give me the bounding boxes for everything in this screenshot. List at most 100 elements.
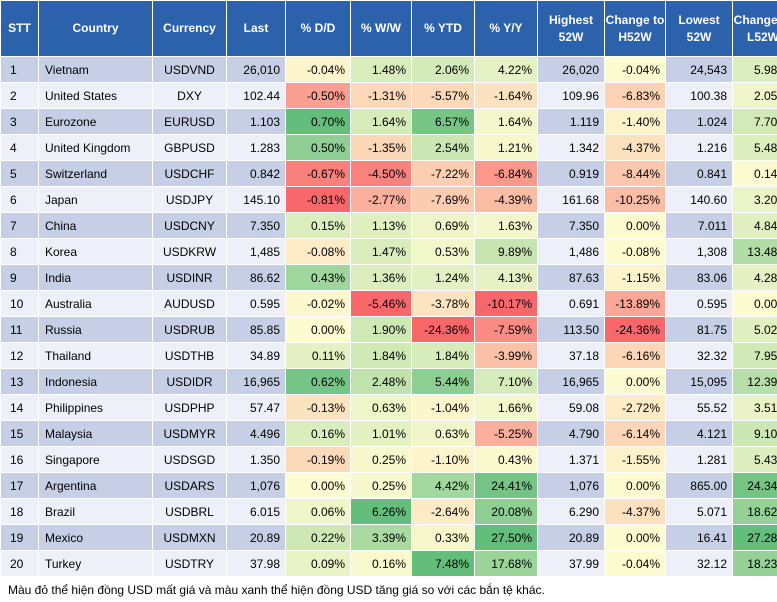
header-dd[interactable]: % D/D	[286, 1, 350, 56]
cell-change-h52w: -8.44%	[605, 161, 665, 186]
cell-high-52w: 59.08	[538, 395, 604, 420]
cell-high-52w: 1.119	[538, 109, 604, 134]
cell-change-l52w: 12.39%	[733, 369, 777, 394]
cell-currency: GBPUSD	[153, 135, 226, 160]
cell-yy: -6.84%	[475, 161, 537, 186]
cell-dd: 0.43%	[286, 265, 350, 290]
header-stt[interactable]: STT	[1, 1, 38, 56]
table-row: 8 Korea USDKRW 1,485 -0.08% 1.47% 0.53% 9.89% 1,…	[1, 239, 777, 264]
header-change-h52w[interactable]: Change to H52W	[605, 1, 665, 56]
cell-ytd: 0.53%	[412, 239, 474, 264]
cell-country: Philippines	[39, 395, 152, 420]
table-row: 10 Australia AUDUSD 0.595 -0.02% -5.46% -3.78%…	[1, 291, 777, 316]
header-yy[interactable]: % Y/Y	[475, 1, 537, 56]
cell-ytd: -2.64%	[412, 499, 474, 524]
cell-yy: -1.64%	[475, 83, 537, 108]
header-high-52w[interactable]: Highest 52W	[538, 1, 604, 56]
cell-stt: 2	[1, 83, 38, 108]
cell-change-l52w: 18.62%	[733, 499, 777, 524]
table-row: 4 United Kingdom GBPUSD 1.283 0.50% -1.35% 2.5…	[1, 135, 777, 160]
cell-last: 1.283	[227, 135, 285, 160]
cell-dd: -0.08%	[286, 239, 350, 264]
cell-yy: 1.21%	[475, 135, 537, 160]
cell-ytd: 1.24%	[412, 265, 474, 290]
cell-change-l52w: 5.48%	[733, 135, 777, 160]
cell-change-h52w: -24.36%	[605, 317, 665, 342]
cell-change-l52w: 24.34%	[733, 473, 777, 498]
cell-change-l52w: 27.28%	[733, 525, 777, 550]
table-row: 1 Vietnam USDVND 26,010 -0.04% 1.48% 2.06% 4.22…	[1, 57, 777, 82]
cell-yy: -7.59%	[475, 317, 537, 342]
cell-stt: 14	[1, 395, 38, 420]
cell-stt: 3	[1, 109, 38, 134]
footnote: Màu đỏ thể hiện đồng USD mất giá và màu …	[8, 583, 545, 597]
cell-stt: 4	[1, 135, 38, 160]
cell-dd: 0.00%	[286, 473, 350, 498]
cell-currency: USDBRL	[153, 499, 226, 524]
cell-country: Russia	[39, 317, 152, 342]
cell-change-h52w: -1.15%	[605, 265, 665, 290]
cell-dd: 0.06%	[286, 499, 350, 524]
cell-stt: 6	[1, 187, 38, 212]
cell-stt: 16	[1, 447, 38, 472]
cell-ww: 1.90%	[351, 317, 411, 342]
cell-country: Turkey	[39, 551, 152, 576]
cell-low-52w: 32.32	[666, 343, 732, 368]
cell-low-52w: 1.216	[666, 135, 732, 160]
cell-change-h52w: 0.00%	[605, 213, 665, 238]
cell-ytd: 2.06%	[412, 57, 474, 82]
cell-ww: -2.77%	[351, 187, 411, 212]
cell-low-52w: 7.011	[666, 213, 732, 238]
cell-dd: -0.67%	[286, 161, 350, 186]
cell-dd: 0.70%	[286, 109, 350, 134]
header-change-l52w[interactable]: Change toL52W	[733, 1, 777, 56]
cell-change-l52w: 13.48%	[733, 239, 777, 264]
cell-yy: 9.89%	[475, 239, 537, 264]
cell-high-52w: 113.50	[538, 317, 604, 342]
cell-high-52w: 16,965	[538, 369, 604, 394]
cell-currency: USDCHF	[153, 161, 226, 186]
table-row: 2 United States DXY 102.44 -0.50% -1.31% -5.57…	[1, 83, 777, 108]
cell-country: Singapore	[39, 447, 152, 472]
cell-ww: 0.63%	[351, 395, 411, 420]
table-row: 12 Thailand USDTHB 34.89 0.11% 1.84% 1.84% -3.9…	[1, 343, 777, 368]
cell-country: Mexico	[39, 525, 152, 550]
cell-yy: 7.10%	[475, 369, 537, 394]
cell-change-l52w: 3.51%	[733, 395, 777, 420]
header-country[interactable]: Country	[39, 1, 152, 56]
cell-change-h52w: -6.83%	[605, 83, 665, 108]
cell-change-h52w: -0.04%	[605, 551, 665, 576]
cell-low-52w: 0.841	[666, 161, 732, 186]
cell-currency: USDINR	[153, 265, 226, 290]
cell-high-52w: 87.63	[538, 265, 604, 290]
cell-dd: 0.16%	[286, 421, 350, 446]
cell-high-52w: 37.18	[538, 343, 604, 368]
table-row: 20 Turkey USDTRY 37.98 0.09% 0.16% 7.48% 17.68%…	[1, 551, 777, 576]
cell-stt: 19	[1, 525, 38, 550]
cell-ytd: 4.42%	[412, 473, 474, 498]
cell-high-52w: 161.68	[538, 187, 604, 212]
cell-yy: -5.25%	[475, 421, 537, 446]
table-row: 13 Indonesia USDIDR 16,965 0.62% 2.48% 5.44% 7.…	[1, 369, 777, 394]
cell-dd: -0.13%	[286, 395, 350, 420]
cell-high-52w: 0.919	[538, 161, 604, 186]
cell-change-h52w: -1.55%	[605, 447, 665, 472]
header-last[interactable]: Last	[227, 1, 285, 56]
cell-high-52w: 6.290	[538, 499, 604, 524]
cell-stt: 5	[1, 161, 38, 186]
cell-change-l52w: 5.98%	[733, 57, 777, 82]
header-ytd[interactable]: % YTD	[412, 1, 474, 56]
cell-ytd: -3.78%	[412, 291, 474, 316]
cell-ytd: -5.57%	[412, 83, 474, 108]
header-ww[interactable]: % W/W	[351, 1, 411, 56]
cell-yy: 27.50%	[475, 525, 537, 550]
cell-change-h52w: -2.72%	[605, 395, 665, 420]
header-low-52w[interactable]: Lowest 52W	[666, 1, 732, 56]
cell-high-52w: 1.371	[538, 447, 604, 472]
cell-dd: -0.50%	[286, 83, 350, 108]
cell-ww: -4.50%	[351, 161, 411, 186]
cell-dd: 0.15%	[286, 213, 350, 238]
header-currency[interactable]: Currency	[153, 1, 226, 56]
cell-low-52w: 4.121	[666, 421, 732, 446]
cell-last: 0.595	[227, 291, 285, 316]
